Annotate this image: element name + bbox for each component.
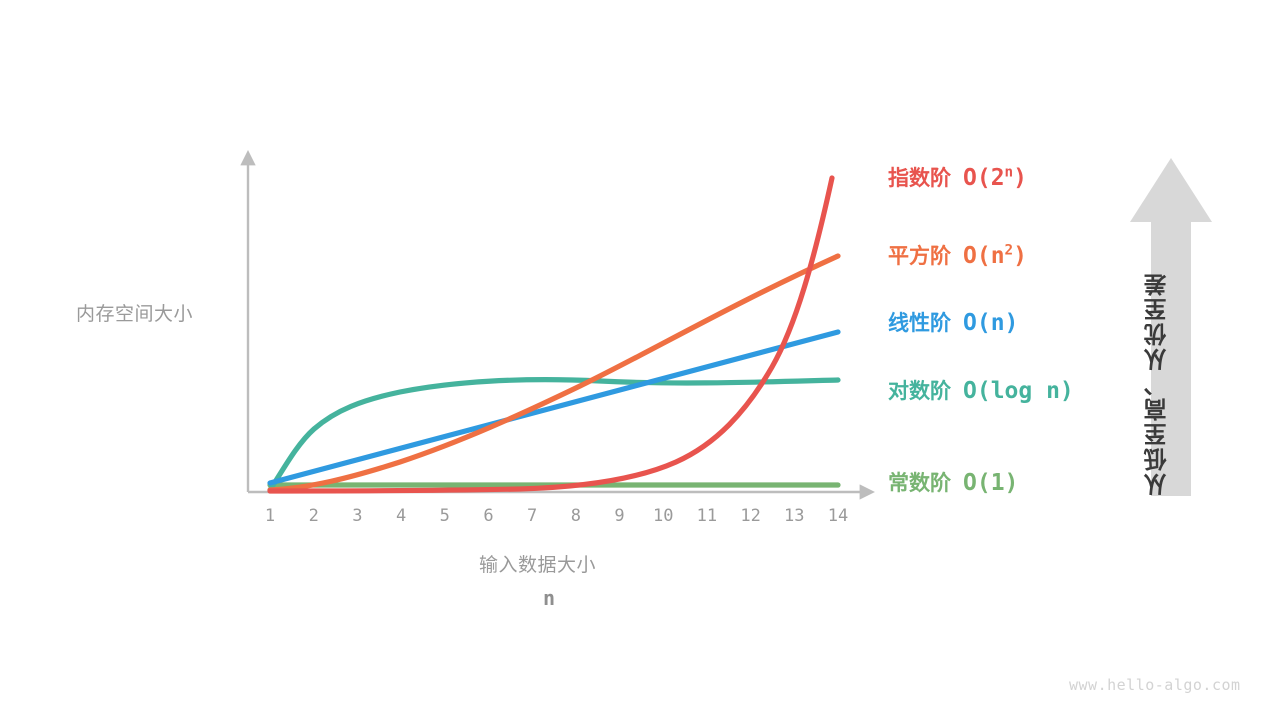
legend-item-1: 指数阶 O(2n) bbox=[888, 162, 1027, 192]
x-tick-4: 4 bbox=[395, 506, 407, 526]
ranking-arrow bbox=[1130, 158, 1212, 496]
legend-item-2: 平方阶 O(n2) bbox=[888, 240, 1027, 270]
ranking-arrow-label: 从低至高、从优至差 bbox=[1144, 271, 1170, 496]
x-tick-10: 10 bbox=[652, 506, 674, 526]
x-tick-7: 7 bbox=[527, 506, 538, 526]
x-tick-1: 1 bbox=[264, 506, 276, 526]
legend-item-4: 对数阶 O(log n) bbox=[888, 375, 1074, 405]
x-tick-9: 9 bbox=[614, 506, 625, 526]
x-tick-12: 12 bbox=[740, 506, 761, 526]
legend-item-notation: O(n) bbox=[963, 310, 1019, 336]
series-linear bbox=[267, 329, 841, 486]
x-tick-11: 11 bbox=[696, 506, 718, 526]
x-tick-6: 6 bbox=[483, 506, 494, 526]
legend-item-3: 线性阶 O(n) bbox=[888, 307, 1018, 337]
legend-item-5: 常数阶 O(1) bbox=[888, 467, 1018, 497]
legend-item-name: 平方阶 bbox=[888, 245, 951, 268]
x-axis-variable: n bbox=[543, 586, 556, 610]
legend-item-notation: O(1) bbox=[963, 470, 1019, 496]
legend-item-notation: O(log n) bbox=[963, 378, 1074, 404]
series-logarithmic bbox=[267, 377, 841, 493]
series-quadratic bbox=[267, 253, 841, 493]
legend-item-notation: O(n2) bbox=[963, 242, 1027, 269]
legend-item-name: 对数阶 bbox=[888, 380, 951, 403]
y-axis-label: 内存空间大小 bbox=[76, 304, 194, 325]
series-exponential bbox=[267, 175, 835, 494]
legend-item-name: 线性阶 bbox=[888, 312, 951, 335]
x-tick-14: 14 bbox=[827, 506, 849, 526]
legend-item-name: 常数阶 bbox=[888, 472, 951, 495]
x-tick-2: 2 bbox=[308, 506, 319, 526]
x-axis-label: 输入数据大小 bbox=[479, 555, 597, 576]
x-tick-3: 3 bbox=[352, 506, 363, 526]
legend-item-exponent: 2 bbox=[1004, 242, 1014, 259]
watermark: www.hello-algo.com bbox=[1069, 676, 1241, 694]
x-tick-13: 13 bbox=[784, 506, 805, 526]
x-tick-8: 8 bbox=[570, 506, 581, 526]
x-tick-5: 5 bbox=[439, 506, 450, 526]
legend-item-notation: O(2n) bbox=[963, 164, 1027, 191]
legend-item-name: 指数阶 bbox=[888, 167, 951, 190]
legend-item-exponent: n bbox=[1004, 164, 1014, 181]
